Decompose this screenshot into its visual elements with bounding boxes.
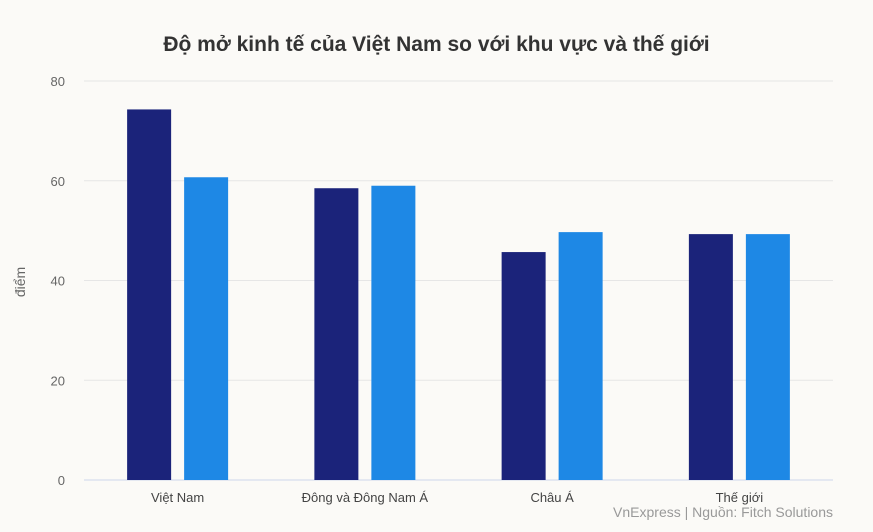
x-tick-label: Thế giới <box>716 490 764 505</box>
bar-series-1 <box>501 252 546 480</box>
y-tick-label: 0 <box>58 473 65 488</box>
bar-series-1 <box>688 234 733 480</box>
bar-series-1 <box>314 188 359 480</box>
bar-series-2 <box>184 177 229 481</box>
y-tick-label: 80 <box>51 74 65 89</box>
y-tick-label: 60 <box>51 174 65 189</box>
bar-series-1 <box>127 109 172 481</box>
chart-title: Độ mở kinh tế của Việt Nam so với khu vự… <box>163 33 710 56</box>
bar-series-2 <box>371 185 416 481</box>
y-tick-label: 40 <box>51 274 65 289</box>
x-tick-label: Việt Nam <box>151 490 204 505</box>
source-credit: VnExpress | Nguồn: Fitch Solutions <box>613 504 833 520</box>
y-tick-label: 20 <box>51 373 65 388</box>
x-tick-label: Châu Á <box>530 490 574 505</box>
bar-series-2 <box>745 234 790 480</box>
x-tick-label: Đông và Đông Nam Á <box>302 490 429 505</box>
bar-series-2 <box>558 232 603 480</box>
